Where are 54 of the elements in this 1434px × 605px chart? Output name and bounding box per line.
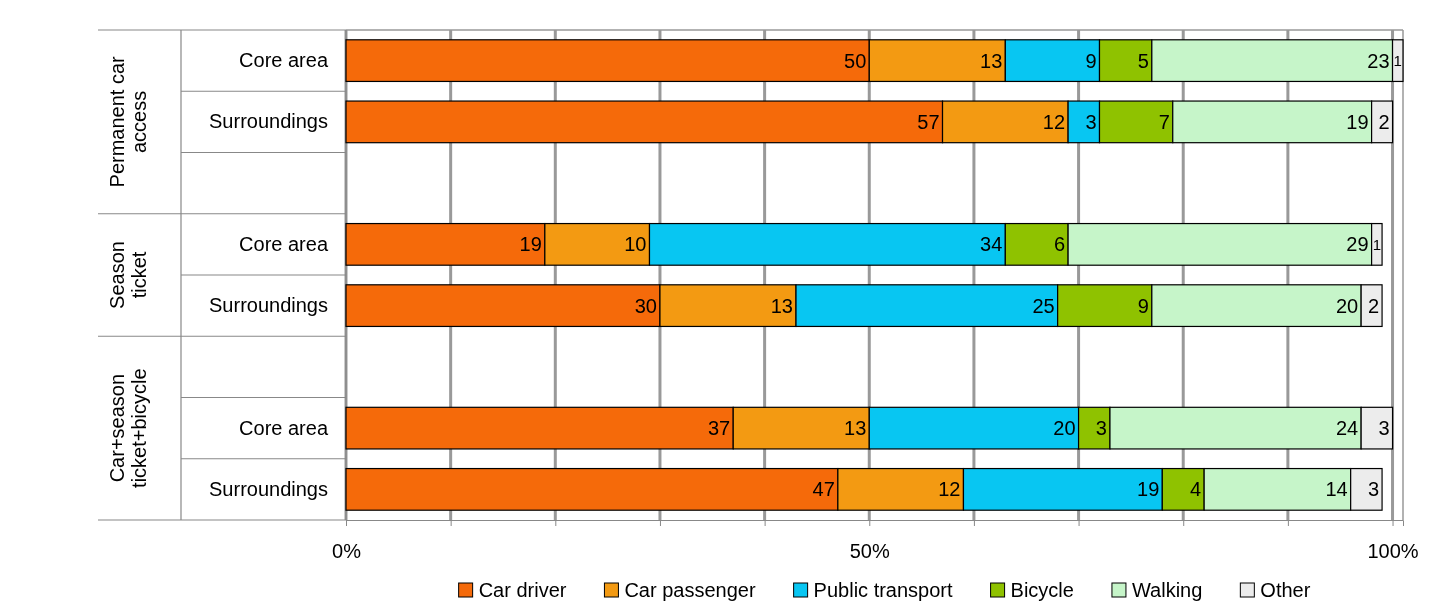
data-label: 19 bbox=[1346, 110, 1369, 133]
data-label: 29 bbox=[1346, 233, 1369, 256]
data-label: 25 bbox=[1032, 294, 1055, 317]
x-tick-label: 50% bbox=[849, 540, 890, 563]
data-label: 7 bbox=[1158, 110, 1170, 133]
data-label: 14 bbox=[1325, 478, 1348, 501]
data-label: 9 bbox=[1085, 49, 1097, 72]
data-label: 34 bbox=[980, 233, 1003, 256]
text: Permanent car access bbox=[106, 55, 150, 188]
data-label: 13 bbox=[770, 294, 794, 317]
data-label: 1 bbox=[1372, 235, 1382, 253]
data-label: 13 bbox=[980, 49, 1003, 72]
data-label: 3 bbox=[1085, 110, 1097, 133]
data-label: 3 bbox=[1378, 417, 1390, 440]
x-tick-label: 100% bbox=[1367, 540, 1419, 563]
data-label: 6 bbox=[1053, 233, 1066, 256]
legend-label: Walking bbox=[1131, 579, 1203, 601]
data-label: 3 bbox=[1367, 478, 1380, 501]
legend-label: Other bbox=[1260, 579, 1311, 601]
y-tick-label: Surroundings bbox=[209, 110, 328, 133]
legend-label: Bicycle bbox=[1010, 579, 1074, 601]
text: Season ticket bbox=[106, 241, 150, 309]
legend-label: Car driver bbox=[478, 579, 567, 601]
data-label: 23 bbox=[1367, 49, 1390, 72]
data-label: 37 bbox=[707, 417, 731, 440]
data-label: 24 bbox=[1335, 417, 1359, 440]
data-label: 5 bbox=[1137, 49, 1149, 72]
y-tick-label: Core area bbox=[239, 232, 329, 255]
data-label: 47 bbox=[812, 478, 835, 501]
data-label: 20 bbox=[1335, 294, 1359, 317]
data-label: 13 bbox=[844, 417, 867, 440]
legend-label: Public transport bbox=[813, 579, 954, 601]
legend-label: Car passenger bbox=[624, 579, 756, 601]
data-label: 19 bbox=[519, 233, 542, 256]
data-label: 9 bbox=[1137, 294, 1149, 317]
data-label: 57 bbox=[917, 110, 940, 133]
data-label: 50 bbox=[844, 49, 867, 72]
data-label: 2 bbox=[1378, 110, 1390, 133]
text: Car+season ticket+bicycle bbox=[106, 368, 150, 488]
data-label: 12 bbox=[1042, 110, 1066, 133]
data-label: 19 bbox=[1137, 478, 1160, 501]
y-tick-label: Surroundings bbox=[209, 477, 328, 500]
data-label: 2 bbox=[1367, 294, 1380, 317]
y-tick-label: Surroundings bbox=[209, 294, 328, 317]
data-label: 20 bbox=[1053, 417, 1076, 440]
data-label: 4 bbox=[1190, 478, 1202, 501]
data-label: 1 bbox=[1393, 51, 1402, 69]
y-tick-label: Core area bbox=[239, 416, 329, 439]
y-tick-label: Core area bbox=[239, 49, 329, 72]
x-tick-label: 0% bbox=[332, 540, 362, 563]
data-label: 12 bbox=[938, 478, 961, 501]
data-label: 3 bbox=[1095, 417, 1107, 440]
data-label: 10 bbox=[624, 233, 647, 256]
data-label: 30 bbox=[634, 294, 657, 317]
